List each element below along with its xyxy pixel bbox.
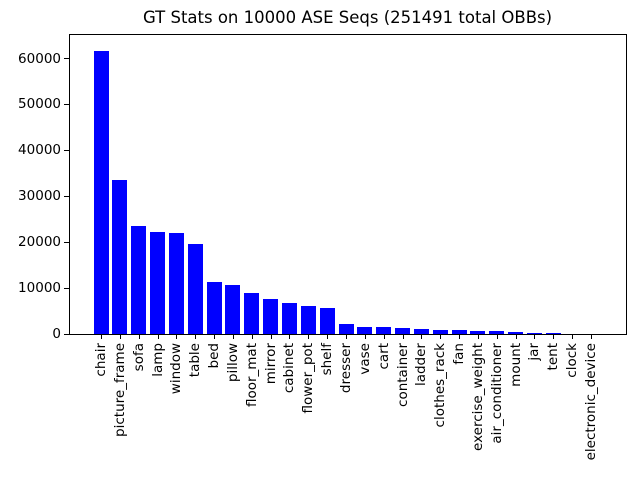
bar-tent [545, 333, 561, 334]
x-axis-tick-label-text: tent [545, 343, 562, 371]
bar-table [187, 244, 203, 334]
x-axis-tick-label-text: ladder [413, 343, 430, 387]
x-axis-tick-mark [477, 334, 479, 339]
x-axis-tick-mark [157, 334, 159, 339]
x-axis-tick-label-text: dresser [338, 343, 354, 394]
x-axis-tick-label-text: jar [526, 343, 543, 361]
x-axis-tick-label-text: pillow [224, 343, 241, 383]
bar-dresser [338, 323, 354, 334]
bar-fan [451, 330, 467, 334]
bar-bed [206, 281, 222, 334]
x-axis-tick-label-text: container [394, 343, 411, 407]
bar-container [395, 328, 411, 334]
y-axis-tick-label: 20000 [18, 234, 61, 251]
bar-ladder [413, 329, 429, 334]
x-axis-tick-label-text: window [168, 343, 185, 395]
x-axis-tick-label-text: mount [507, 343, 524, 387]
x-axis-tick-label-text: vase [356, 343, 373, 375]
y-axis-tick-label: 40000 [18, 142, 61, 159]
y-axis-tick-label: 10000 [18, 280, 61, 297]
bar-cabinet [281, 302, 297, 334]
x-axis-tick-mark [195, 334, 197, 339]
x-axis-tick-mark [440, 334, 442, 339]
y-axis-tick-label: 0 [52, 326, 61, 342]
x-axis-tick-mark [101, 334, 102, 339]
x-axis-tick-mark [402, 334, 404, 339]
x-axis-tick-label-text: clothes_rack [432, 343, 449, 428]
x-axis-tick-label-text: cart [375, 343, 392, 370]
x-axis-tick-mark [119, 334, 121, 339]
bar-lamp [150, 231, 166, 334]
x-axis-tick-mark [459, 334, 461, 339]
x-axis-tick-mark [289, 334, 291, 339]
y-axis-tick-label: 30000 [18, 188, 61, 205]
bar-clothes_rack [432, 330, 448, 334]
x-axis-tick-label-text: chair [93, 343, 109, 377]
bar-picture_frame [112, 180, 128, 334]
x-axis-tick-mark [553, 334, 555, 339]
bar-exercise_weight [470, 330, 486, 334]
x-axis-tick-mark [534, 334, 536, 339]
x-axis-tick-mark [308, 334, 310, 339]
chart-title: GT Stats on 10000 ASE Seqs (251491 total… [142, 8, 553, 27]
bar-jar [526, 332, 542, 334]
bar-flower_pot [300, 305, 316, 334]
x-axis-tick-label-text: fan [451, 343, 468, 365]
x-axis-tick-mark [214, 334, 216, 339]
x-axis-tick-mark [421, 334, 423, 339]
x-axis-tick-label-text: sofa [130, 343, 147, 372]
bar-sofa [131, 225, 147, 334]
x-axis-tick-mark [591, 334, 592, 339]
bar-chair [93, 50, 109, 334]
x-axis-tick-mark [270, 334, 272, 339]
x-axis-tick-label-text: air_conditioner [488, 343, 505, 444]
x-axis-tick-mark [176, 334, 178, 339]
bar-air_conditioner [489, 331, 505, 334]
y-axis-tick-mark [64, 58, 69, 60]
x-axis-tick-mark [364, 334, 366, 339]
y-axis-tick-label: 50000 [18, 96, 61, 113]
x-axis-tick-label-text: table [187, 343, 204, 378]
x-axis-tick-label-text: mirror [262, 343, 279, 385]
bar-vase [357, 326, 373, 334]
y-axis-tick-mark [64, 149, 69, 151]
x-axis-tick-label-text: cabinet [281, 343, 298, 394]
x-axis-tick-mark [346, 334, 347, 339]
x-axis-tick-mark [515, 334, 517, 339]
y-axis-tick-mark [64, 241, 69, 243]
bar-shelf [319, 307, 335, 334]
x-axis-tick-label-text: floor_mat [243, 343, 260, 408]
x-axis-tick-label-text: lamp [149, 343, 166, 377]
y-axis-tick-label: 60000 [18, 50, 61, 67]
bar-cart [376, 326, 392, 334]
x-axis-tick-label-text: flower_pot [300, 343, 317, 414]
bar-mount [508, 331, 524, 334]
x-axis-tick-label-text: electronic_device [583, 343, 599, 461]
x-axis-tick-mark [232, 334, 234, 339]
plot-frame [69, 34, 627, 335]
x-axis-tick-mark [496, 334, 498, 339]
bar-window [168, 233, 184, 334]
y-axis-tick-mark [64, 287, 69, 289]
x-axis-tick-label-text: clock [564, 343, 581, 378]
x-axis-tick-mark [138, 334, 140, 339]
x-axis-tick-label-text: bed [206, 343, 223, 369]
x-axis-tick-mark [327, 334, 329, 339]
x-axis-tick-label-text: shelf [319, 343, 336, 376]
bar-floor_mat [244, 292, 260, 334]
y-axis-tick-mark [64, 195, 69, 197]
y-axis-tick-mark [64, 333, 69, 335]
x-axis-tick-mark [383, 334, 385, 339]
bar-pillow [225, 284, 241, 334]
x-axis-tick-mark [251, 334, 253, 339]
x-axis-tick-label-text: picture_frame [111, 343, 128, 437]
x-axis-tick-mark [572, 334, 574, 339]
bar-mirror [263, 298, 279, 334]
x-axis-tick-label-text: exercise_weight [469, 343, 486, 451]
y-axis-tick-mark [64, 103, 69, 105]
